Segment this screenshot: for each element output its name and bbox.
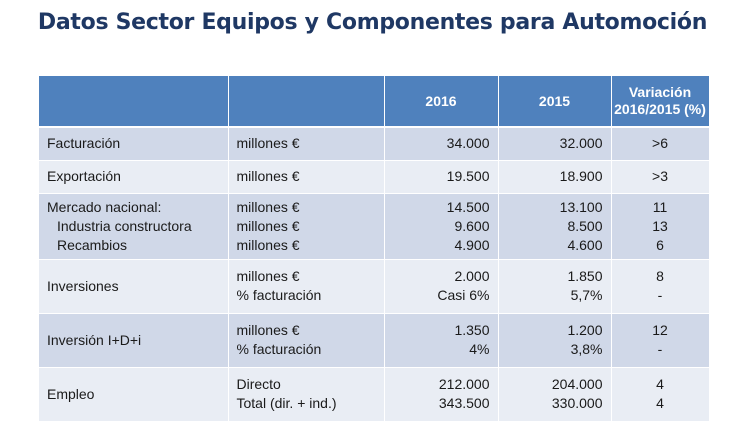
row-unit: millones € — [236, 217, 300, 234]
row-unit: Directo — [236, 376, 281, 392]
value-2015: 1.850 — [567, 268, 603, 284]
value-2016: 14.500 — [446, 198, 490, 215]
row-unit-cell: millones € — [228, 127, 385, 161]
header-unit — [228, 76, 385, 128]
row-unit-cell: millones € millones € millones € — [228, 193, 385, 260]
value-2015-cell: 1.200 3,8% — [498, 313, 612, 368]
table-row: Exportación millones € 19.500 18.900 >3 — [39, 160, 710, 194]
row-label: Industria constructora — [57, 217, 192, 234]
value-2015: 13.100 — [559, 198, 603, 215]
row-unit-cell: millones € % facturación — [228, 259, 385, 314]
header-label — [39, 76, 229, 128]
value-2015-cell: 13.100 8.500 4.600 — [498, 193, 612, 260]
value-2015-cell: 18.900 — [498, 160, 612, 194]
value-2016: 343.500 — [438, 395, 490, 411]
header-variation-line2: 2016/2015 (%) — [614, 101, 706, 117]
value-2015-cell: 32.000 — [498, 127, 612, 161]
value-variation: - — [657, 341, 663, 357]
value-2016: 9.600 — [454, 217, 490, 234]
value-2016-cell: 19.500 — [384, 160, 499, 194]
row-unit-cell: millones € — [228, 160, 385, 194]
value-variation-cell: 11 13 6 — [611, 193, 710, 260]
value-variation: >3 — [652, 168, 668, 184]
row-label: Inversión I+D+i — [47, 331, 142, 348]
value-2015: 204.000 — [551, 376, 603, 392]
header-2015: 2015 — [498, 76, 612, 128]
value-2016: 34.000 — [446, 135, 490, 152]
value-2016-cell: 212.000 343.500 — [384, 367, 499, 422]
row-unit: millones € — [236, 236, 300, 253]
row-label: Mercado nacional: — [47, 198, 162, 215]
value-2016: 4.900 — [454, 236, 490, 253]
value-2015: 4.600 — [567, 236, 603, 253]
row-unit: millones € — [236, 198, 300, 215]
row-unit: % facturación — [236, 341, 322, 357]
value-2016: Casi 6% — [437, 287, 490, 303]
header-2016: 2016 — [384, 76, 499, 128]
value-variation: >6 — [652, 135, 668, 152]
row-label: Empleo — [47, 385, 95, 402]
value-variation: - — [657, 287, 663, 303]
row-unit: Total (dir. + ind.) — [236, 395, 337, 411]
row-unit: millones € — [236, 135, 300, 152]
row-unit: millones € — [236, 268, 300, 284]
value-2016: 19.500 — [446, 168, 490, 184]
row-label: Exportación — [47, 168, 121, 184]
value-2016-cell: 34.000 — [384, 127, 499, 161]
value-2015-cell: 1.850 5,7% — [498, 259, 612, 314]
row-unit: millones € — [236, 168, 300, 184]
row-unit: % facturación — [236, 287, 322, 303]
row-unit-cell: millones € % facturación — [228, 313, 385, 368]
value-variation: 11 — [652, 198, 668, 215]
row-unit-cell: Directo Total (dir. + ind.) — [228, 367, 385, 422]
header-variation-line1: Variación — [628, 84, 692, 100]
value-variation: 6 — [656, 236, 664, 253]
value-2015-cell: 204.000 330.000 — [498, 367, 612, 422]
page-title: Datos Sector Equipos y Componentes para … — [37, 10, 708, 35]
row-label: Recambios — [57, 236, 128, 253]
row-unit: millones € — [236, 322, 300, 338]
value-variation-cell: 8- — [611, 259, 710, 314]
table-row: Empleo Directo Total (dir. + ind.) 212.000 3… — [39, 367, 710, 422]
value-2016: 212.000 — [438, 376, 490, 392]
value-2016: 2.000 — [454, 268, 490, 284]
value-2016-cell: 1.350 4% — [384, 313, 499, 368]
value-2015: 3,8% — [570, 341, 603, 357]
table-row: Inversión I+D+i millones € % facturación 1.… — [39, 313, 710, 368]
row-label-cell: Facturación — [39, 127, 229, 161]
value-variation-cell: >3 — [611, 160, 710, 194]
value-2015: 1.200 — [567, 322, 603, 338]
header-variation: Variación 2016/2015 (%) — [611, 76, 710, 128]
value-variation: 4 — [656, 376, 664, 392]
value-2015: 8.500 — [567, 217, 603, 234]
row-label-cell: Inversión I+D+i — [39, 313, 229, 368]
value-2016: 1.350 — [454, 322, 490, 338]
value-variation: 8 — [656, 268, 664, 284]
table-row: Facturación millones € 34.000 32.000 >6 — [39, 127, 710, 161]
table-row: Mercado nacional: Industria constructora R… — [39, 193, 710, 260]
value-variation: 12 — [652, 322, 668, 338]
value-variation-cell: 12 - — [611, 313, 710, 368]
value-2015: 32.000 — [559, 135, 603, 152]
value-2015: 330.000 — [551, 395, 603, 411]
value-2016: 4% — [469, 341, 490, 357]
value-2015: 5,7% — [570, 287, 603, 303]
table-row: Inversiones millones € % facturación 2.000 C… — [39, 259, 710, 314]
row-label: Facturación — [47, 135, 121, 152]
row-label-cell: Exportación — [39, 160, 229, 194]
row-label: Inversiones — [47, 277, 119, 294]
value-2015: 18.900 — [559, 168, 603, 184]
value-2016-cell: 2.000 Casi 6% — [384, 259, 499, 314]
row-label-cell: Inversiones — [39, 259, 229, 314]
value-variation-cell: >6 — [611, 127, 710, 161]
table-header-row: 2016 2015 Variación 2016/2015 (%) — [39, 76, 710, 128]
value-variation: 13 — [652, 217, 668, 234]
value-variation: 4 — [656, 395, 664, 411]
sector-data-table: 2016 2015 Variación 2016/2015 (%) Factur… — [39, 76, 710, 422]
row-label-cell: Empleo — [39, 367, 229, 422]
value-2016-cell: 14.500 9.600 4.900 — [384, 193, 499, 260]
row-label-cell: Mercado nacional: Industria constructora R… — [39, 193, 229, 260]
